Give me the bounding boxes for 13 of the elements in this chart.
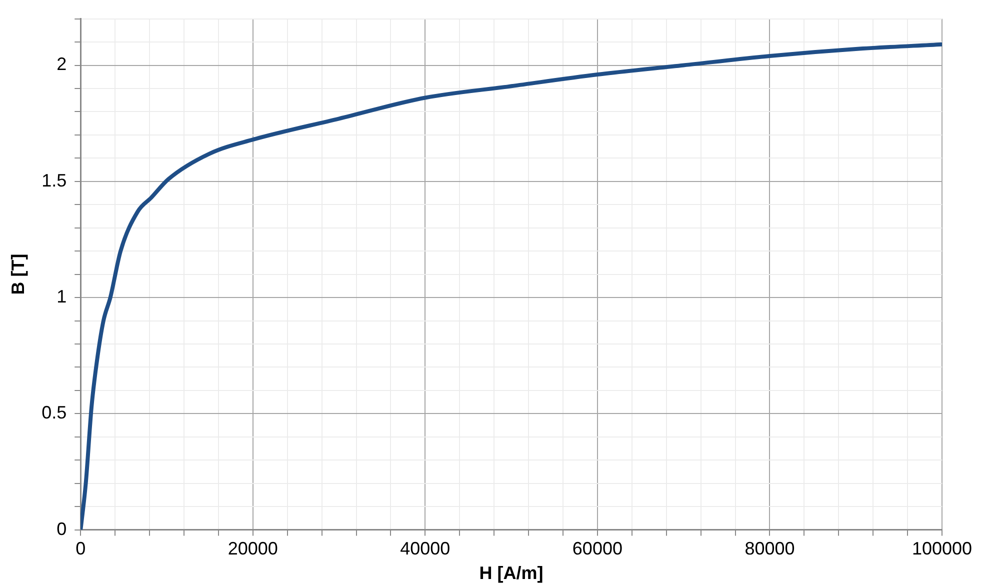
y-tick-label: 1 [56,286,67,306]
x-tick-label: 20000 [228,538,278,559]
y-tick-label: 0.5 [42,402,67,423]
y-tick-label: 1.5 [42,170,67,190]
x-tick-label: 40000 [400,538,450,559]
y-tick-label: 0 [56,518,67,539]
x-axis-title: H [A/m] [479,563,544,584]
x-tick-label: 100000 [912,538,972,559]
x-tick-label: 60000 [572,538,622,559]
x-tick-label: 80000 [744,538,795,559]
x-tick-label: 0 [76,538,86,559]
y-axis-title: B [T] [8,254,28,295]
y-tick-label: 2 [56,54,67,74]
